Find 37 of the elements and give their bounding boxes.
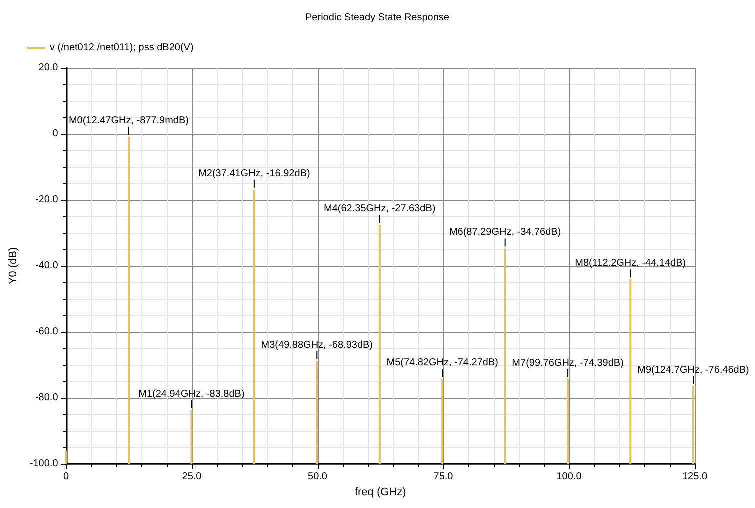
x-tick-label: 50.0: [308, 472, 328, 482]
chart-title: Periodic Steady State Response: [306, 12, 450, 24]
y-axis-title: Y0 (dB): [8, 247, 20, 285]
bar: [378, 225, 381, 464]
y-tick-label: -80.0: [35, 392, 59, 404]
legend-label: v (/net012 /net011); pss dB20(V): [50, 42, 194, 54]
y-tick-label: 20.0: [38, 62, 59, 74]
bar: [567, 379, 570, 464]
annotation: M8(112.2GHz, -44.14dB): [575, 258, 686, 270]
annotation: M4(62.35GHz, -27.63dB): [324, 204, 436, 215]
annotation: M6(87.29GHz, -34.76dB): [449, 227, 562, 238]
y-tick-label: -100.0: [30, 458, 59, 470]
y-tick-label: -40.0: [35, 260, 59, 272]
annotation: M9(124.7GHz, -76.46dB): [638, 364, 750, 376]
bar: [253, 190, 256, 464]
annotation: M3(49.88GHz, -68.93dB): [261, 340, 374, 351]
annotation: M5(74.82GHz, -74.27dB): [386, 358, 498, 369]
annotation: M7(99.76GHz, -74.39dB): [512, 358, 624, 369]
x-tick-label: 125.0: [682, 472, 708, 482]
y-tick-label: -20.0: [35, 194, 59, 206]
x-axis-title: freq (GHz): [354, 486, 406, 498]
bar: [630, 280, 632, 464]
x-tick-label: 75.0: [434, 472, 454, 482]
bar: [504, 248, 506, 464]
bar: [692, 386, 694, 464]
bar: [442, 379, 444, 464]
x-tick-label: 100.0: [556, 472, 582, 482]
annotation: M0(12.47GHz, -877.9mdB): [68, 115, 190, 126]
y-tick-label: -60.0: [35, 326, 59, 338]
bar: [190, 410, 193, 464]
annotation: M1(24.94GHz, -83.8dB): [138, 389, 245, 400]
bar: [316, 361, 318, 464]
x-tick-label: 0: [63, 472, 70, 482]
x-tick-label: 25.0: [182, 472, 202, 482]
bar: [65, 450, 68, 464]
y-tick-label: 0: [52, 128, 59, 140]
annotation: M2(37.41GHz, -16.92dB): [198, 168, 310, 180]
